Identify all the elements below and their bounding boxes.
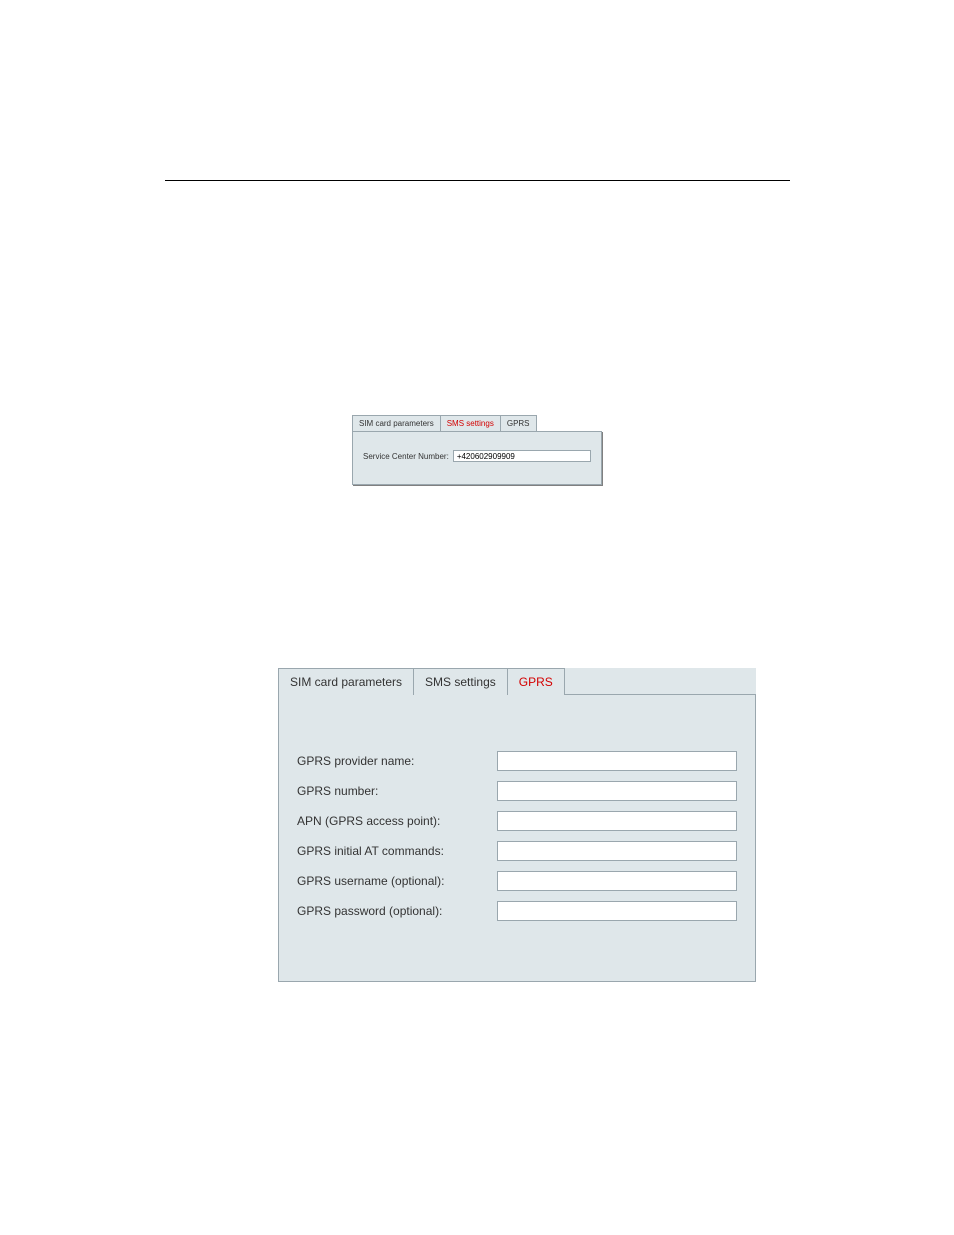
tab-gprs[interactable]: GPRS [501, 415, 537, 431]
service-center-row: Service Center Number: [363, 450, 591, 462]
page: SIM card parameters SMS settings GPRS Se… [0, 0, 954, 1235]
apn-input[interactable] [497, 811, 737, 831]
horizontal-rule [165, 180, 790, 181]
gprs-tab-body: GPRS provider name: GPRS number: APN (GP… [278, 695, 756, 982]
tab-spacer [565, 668, 756, 695]
sms-tab-body: Service Center Number: [352, 431, 602, 485]
gprs-password-row: GPRS password (optional): [297, 901, 737, 921]
tab-sim-card-parameters[interactable]: SIM card parameters [278, 668, 414, 695]
gprs-username-row: GPRS username (optional): [297, 871, 737, 891]
apn-row: APN (GPRS access point): [297, 811, 737, 831]
apn-label: APN (GPRS access point): [297, 814, 497, 828]
gprs-panel: SIM card parameters SMS settings GPRS GP… [278, 668, 756, 982]
tab-sms-settings[interactable]: SMS settings [441, 415, 501, 431]
gprs-number-input[interactable] [497, 781, 737, 801]
gprs-provider-input[interactable] [497, 751, 737, 771]
tab-gprs[interactable]: GPRS [508, 668, 565, 695]
gprs-provider-row: GPRS provider name: [297, 751, 737, 771]
gprs-number-row: GPRS number: [297, 781, 737, 801]
gprs-number-label: GPRS number: [297, 784, 497, 798]
gprs-at-label: GPRS initial AT commands: [297, 844, 497, 858]
gprs-tabs: SIM card parameters SMS settings GPRS [278, 668, 756, 695]
tab-sms-settings[interactable]: SMS settings [414, 668, 508, 695]
gprs-at-input[interactable] [497, 841, 737, 861]
gprs-password-label: GPRS password (optional): [297, 904, 497, 918]
gprs-username-label: GPRS username (optional): [297, 874, 497, 888]
sms-settings-panel: SIM card parameters SMS settings GPRS Se… [352, 415, 602, 485]
sms-tabs: SIM card parameters SMS settings GPRS [352, 415, 602, 431]
gprs-provider-label: GPRS provider name: [297, 754, 497, 768]
gprs-password-input[interactable] [497, 901, 737, 921]
service-center-input[interactable] [453, 450, 591, 462]
tab-sim-card-parameters[interactable]: SIM card parameters [352, 415, 441, 431]
gprs-at-row: GPRS initial AT commands: [297, 841, 737, 861]
gprs-username-input[interactable] [497, 871, 737, 891]
service-center-label: Service Center Number: [363, 452, 449, 461]
